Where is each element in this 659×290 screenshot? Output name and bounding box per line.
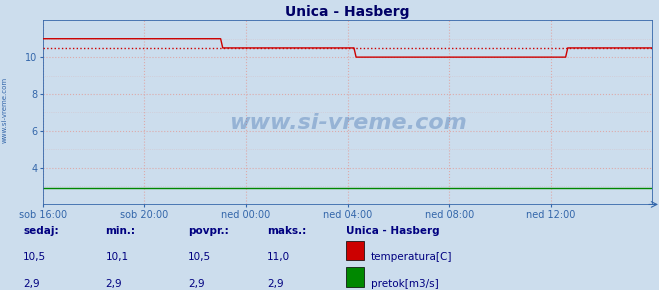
Text: temperatura[C]: temperatura[C] — [371, 252, 453, 262]
Text: povpr.:: povpr.: — [188, 226, 229, 236]
Text: 10,5: 10,5 — [188, 252, 211, 262]
Text: maks.:: maks.: — [267, 226, 306, 236]
FancyBboxPatch shape — [346, 267, 364, 287]
Text: 10,1: 10,1 — [105, 252, 129, 262]
Text: sedaj:: sedaj: — [23, 226, 59, 236]
Text: 2,9: 2,9 — [105, 279, 122, 289]
Text: 11,0: 11,0 — [267, 252, 290, 262]
Text: 2,9: 2,9 — [188, 279, 204, 289]
Text: 2,9: 2,9 — [23, 279, 40, 289]
Title: Unica - Hasberg: Unica - Hasberg — [285, 5, 410, 19]
Text: min.:: min.: — [105, 226, 136, 236]
FancyBboxPatch shape — [346, 241, 364, 260]
Text: www.si-vreme.com: www.si-vreme.com — [229, 113, 467, 133]
Text: pretok[m3/s]: pretok[m3/s] — [371, 279, 439, 289]
Text: Unica - Hasberg: Unica - Hasberg — [346, 226, 440, 236]
Text: www.si-vreme.com: www.si-vreme.com — [2, 77, 8, 143]
Text: 2,9: 2,9 — [267, 279, 283, 289]
Text: 10,5: 10,5 — [23, 252, 46, 262]
